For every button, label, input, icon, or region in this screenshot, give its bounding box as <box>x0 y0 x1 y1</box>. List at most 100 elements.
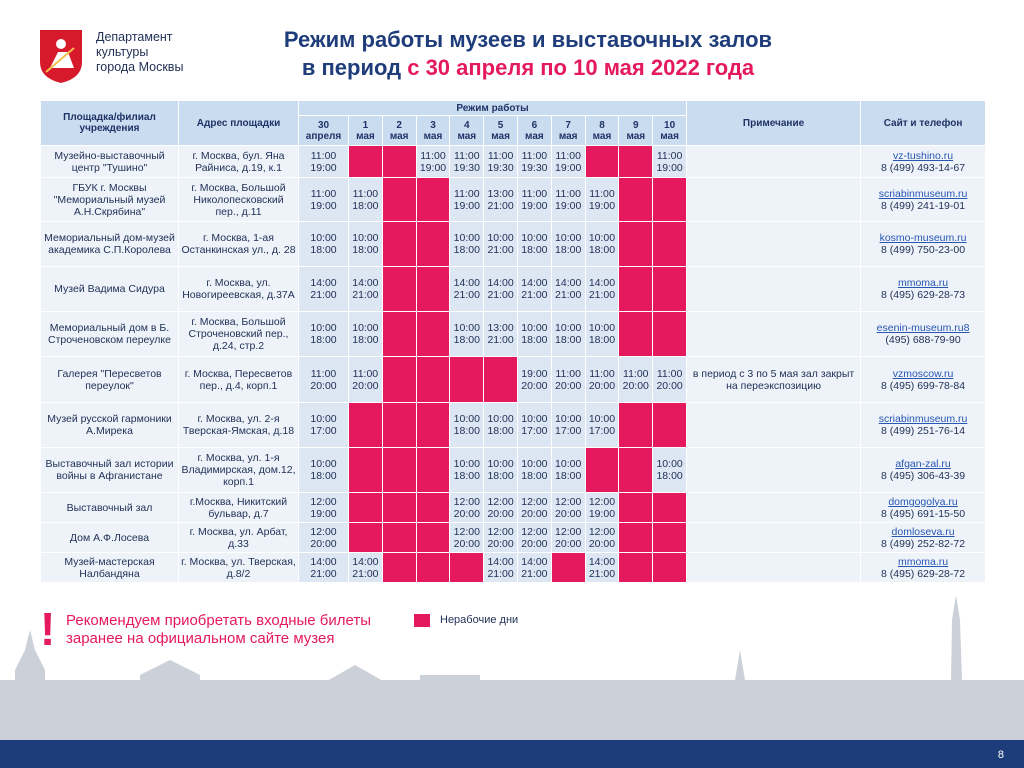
table-row: Мемориальный дом-музей академика С.П.Кор… <box>40 221 987 267</box>
site-link[interactable]: mmoma.ru <box>897 555 949 568</box>
closed-day <box>348 447 383 493</box>
table-row: Выставочный зал истории войны в Афганист… <box>40 447 987 493</box>
venue-cell: Музей-мастерская Налбандяна <box>40 552 179 583</box>
site-link[interactable]: scriabinmuseum.ru <box>878 187 968 200</box>
open-time: 11:00 <box>656 149 683 162</box>
phone: (495) 688-79-90 <box>885 334 961 346</box>
note-cell <box>686 177 862 222</box>
close-time: 21:00 <box>487 567 514 580</box>
schedule-table: Площадка/филиал учреждения Адрес площадки… <box>40 100 987 583</box>
open-time: 11:00 <box>352 187 379 200</box>
close-time: 19:00 <box>453 199 480 212</box>
open-day: 11:00 19:00 <box>550 177 586 222</box>
close-time: 21:00 <box>453 289 480 301</box>
day-month: мая <box>457 130 477 142</box>
open-time: 19:00 <box>521 367 548 380</box>
open-day: 10:00 18:00 <box>298 221 349 267</box>
day-header: 5 мая <box>483 115 518 146</box>
day-header: 9 мая <box>618 115 654 146</box>
open-day: 11:00 19:30 <box>483 145 518 178</box>
open-time: 12:00 <box>310 525 337 538</box>
table-row: Музей русской гармоники А.Мирека г. Москв… <box>40 402 987 448</box>
open-time: 10:00 <box>555 458 582 470</box>
close-time: 19:30 <box>453 161 480 174</box>
close-time: 18:00 <box>453 425 480 437</box>
open-time: 11:00 <box>454 149 480 162</box>
recommendation: Рекомендуем приобретать входные билеты з… <box>66 612 371 648</box>
close-time: 20:00 <box>555 379 582 392</box>
logo-emblem <box>40 30 82 83</box>
site-link[interactable]: afgan-zal.ru <box>895 458 951 470</box>
open-time: 11:00 <box>555 187 581 200</box>
open-time: 14:00 <box>352 277 379 289</box>
venue-cell: Мемориальный дом-музей академика С.П.Кор… <box>40 221 179 267</box>
note-cell <box>686 522 862 553</box>
table-row: Музей Вадима Сидура г. Москва, ул. Новоги… <box>40 266 987 312</box>
open-time: 10:00 <box>487 413 514 425</box>
phone: 8 (499) 251-76-14 <box>881 425 966 437</box>
close-time: 20:00 <box>555 537 582 550</box>
open-day: 12:00 20:00 <box>550 492 586 523</box>
site-link[interactable]: vzmoscow.ru <box>892 367 954 380</box>
closed-day <box>652 266 688 312</box>
closed-day <box>381 522 417 553</box>
contacts-cell: domloseva.ru 8 (499) 252-82-72 <box>860 522 987 553</box>
closed-day <box>584 145 620 178</box>
address-cell: г. Москва, ул. Арбат, д.33 <box>178 522 299 553</box>
open-day: 12:00 20:00 <box>584 522 620 553</box>
closed-day <box>618 221 654 267</box>
day-number: 4 <box>464 119 470 131</box>
title-line: в период с 30 апреля по 10 мая 2022 года <box>200 54 856 82</box>
open-time: 14:00 <box>588 277 616 289</box>
closed-day <box>381 177 417 222</box>
close-time: 18:00 <box>588 334 616 346</box>
open-time: 10:00 <box>555 413 582 425</box>
open-time: 11:00 <box>589 187 615 200</box>
open-time: 10:00 <box>487 232 514 244</box>
closed-day <box>415 522 451 553</box>
closed-day <box>618 177 654 222</box>
close-time: 18:00 <box>453 470 480 482</box>
logo-line: культуры <box>96 45 149 59</box>
close-time: 21:00 <box>310 567 337 580</box>
closed-day <box>652 522 688 553</box>
close-time: 20:00 <box>310 379 337 392</box>
closed-day <box>652 402 688 448</box>
open-time: 12:00 <box>487 495 514 508</box>
site-link[interactable]: domgogolya.ru <box>888 495 958 508</box>
site-link[interactable]: domloseva.ru <box>891 525 955 538</box>
open-time: 10:00 <box>555 322 582 334</box>
open-day: 13:00 21:00 <box>483 177 518 222</box>
closed-day <box>381 402 417 448</box>
close-time: 17:00 <box>588 425 616 437</box>
site-link[interactable]: esenin-museum.ru8 <box>876 322 970 334</box>
site-link[interactable]: mmoma.ru <box>897 277 949 289</box>
closed-day <box>348 145 383 178</box>
contacts-cell: esenin-museum.ru8 (495) 688-79-90 <box>860 311 987 357</box>
venue-cell: Дом А.Ф.Лосева <box>40 522 179 553</box>
table-row: Музей-мастерская Налбандяна г. Москва, ул… <box>40 552 987 583</box>
note-cell <box>686 552 862 583</box>
site-link[interactable]: kosmo-museum.ru <box>879 232 967 244</box>
close-time: 20:00 <box>453 507 480 520</box>
open-day: 12:00 20:00 <box>449 492 485 523</box>
header-row: 30 апреля 1 мая 2 мая 3 мая 4 мая 5 мая 6 мая 7 мая 8 мая… <box>41 115 986 146</box>
close-time: 17:00 <box>521 425 548 437</box>
site-link[interactable]: vz-tushino.ru <box>892 149 954 162</box>
open-time: 12:00 <box>521 495 548 508</box>
open-time: 13:00 <box>487 322 514 334</box>
close-time: 18:00 <box>521 470 548 482</box>
closed-day <box>618 522 654 553</box>
note-cell <box>686 447 862 493</box>
open-time: 10:00 <box>656 458 683 470</box>
site-link[interactable]: scriabinmuseum.ru <box>878 413 968 425</box>
open-time: 12:00 <box>310 495 337 508</box>
closed-day <box>381 552 417 583</box>
day-month: мая <box>592 130 612 142</box>
phone: 8 (495) 306-43-39 <box>881 470 966 482</box>
day-number: 7 <box>565 119 571 131</box>
day-header: 8 мая <box>584 115 620 146</box>
closed-day <box>415 492 451 523</box>
close-time: 19:00 <box>588 507 616 520</box>
close-time: 21:00 <box>487 289 514 301</box>
